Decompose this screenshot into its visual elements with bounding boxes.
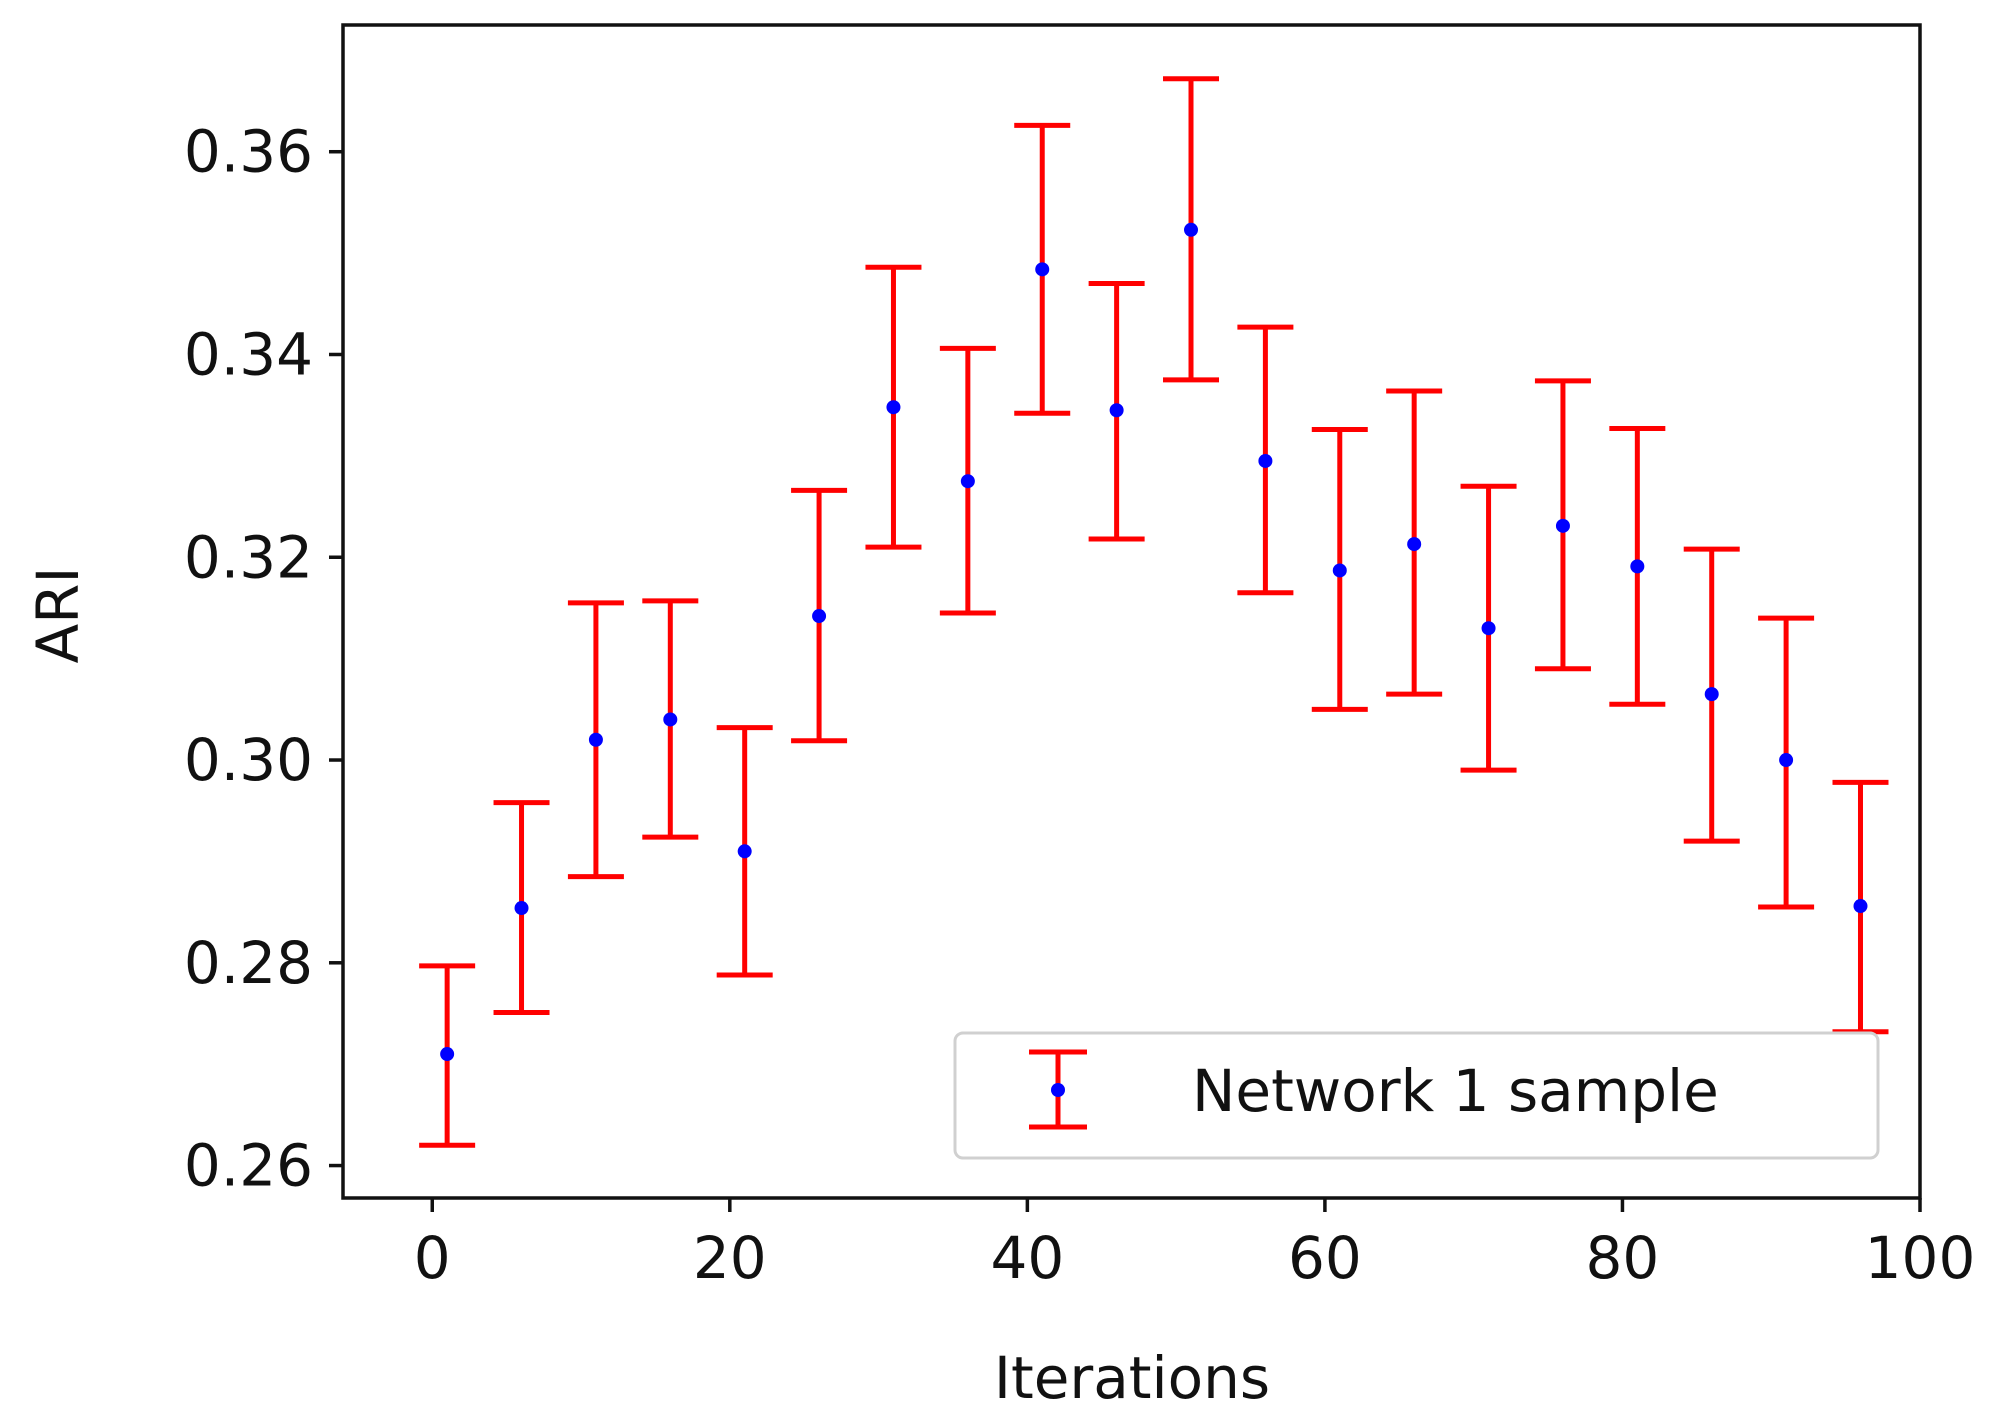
data-point xyxy=(1704,687,1719,702)
data-point xyxy=(1258,453,1273,468)
y-tick-label: 0.28 xyxy=(184,929,313,997)
data-marks xyxy=(419,76,1889,1148)
data-point xyxy=(960,474,975,489)
y-tick-label: 0.34 xyxy=(184,320,313,388)
y-tick-label: 0.36 xyxy=(184,118,313,186)
legend-box xyxy=(953,1031,1880,1160)
data-point xyxy=(1481,621,1496,636)
data-point xyxy=(1332,563,1347,578)
data-point xyxy=(886,400,901,415)
x-axis-ticks: 0 20 40 60 80 100 xyxy=(414,1198,1976,1292)
x-tick-label: 100 xyxy=(1865,1224,1976,1292)
y-tick-label: 0.26 xyxy=(184,1132,313,1200)
y-axis-ticks: 0.26 0.28 0.30 0.32 0.34 0.36 xyxy=(184,118,343,1200)
x-axis-label: Iterations xyxy=(994,1344,1270,1412)
y-tick-label: 0.32 xyxy=(184,523,313,591)
data-point xyxy=(1630,559,1645,574)
x-tick-label: 80 xyxy=(1586,1224,1660,1292)
data-point xyxy=(440,1047,455,1062)
data-point xyxy=(1779,753,1794,768)
data-point xyxy=(514,901,529,916)
data-point xyxy=(1407,537,1422,552)
legend-label: Network 1 sample xyxy=(1192,1057,1719,1125)
data-point xyxy=(1035,262,1050,277)
x-tick-label: 40 xyxy=(990,1224,1064,1292)
y-tick-label: 0.30 xyxy=(184,726,313,794)
data-point xyxy=(1555,518,1570,533)
legend-marker-icon xyxy=(1051,1083,1065,1097)
x-tick-label: 0 xyxy=(414,1224,451,1292)
y-axis-label: ARI xyxy=(24,566,92,663)
x-tick-label: 20 xyxy=(693,1224,767,1292)
data-point xyxy=(1109,403,1124,418)
data-point xyxy=(663,712,678,727)
x-tick-label: 60 xyxy=(1288,1224,1362,1292)
legend: Network 1 sample xyxy=(953,1031,1880,1160)
data-point xyxy=(1853,899,1868,914)
data-point xyxy=(812,609,827,624)
data-point xyxy=(1184,222,1199,237)
plot-frame xyxy=(341,23,1922,1200)
data-point xyxy=(588,732,603,747)
data-point xyxy=(737,844,752,859)
